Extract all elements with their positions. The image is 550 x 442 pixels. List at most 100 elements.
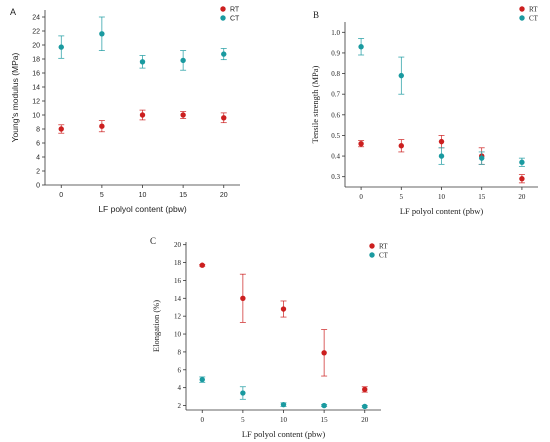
y-tick-label: 8 xyxy=(36,127,40,134)
data-point xyxy=(139,112,146,118)
legend-label: CT xyxy=(529,15,539,23)
data-point xyxy=(240,390,246,396)
y-tick-label: 0 xyxy=(36,183,40,190)
y-tick-label: 0.6 xyxy=(331,111,340,119)
data-point xyxy=(479,155,485,161)
y-tick-label: 6 xyxy=(36,141,40,148)
x-tick-label: 0 xyxy=(59,192,63,199)
panel-label: C xyxy=(150,236,156,246)
y-tick-label: 0.7 xyxy=(331,91,340,99)
y-tick-label: 24 xyxy=(32,15,40,22)
y-tick-label: 8 xyxy=(178,348,182,356)
y-axis-title: Tensile strength (MPa) xyxy=(310,65,320,143)
data-point xyxy=(438,153,445,159)
y-tick-label: 4 xyxy=(36,155,40,162)
data-point xyxy=(398,72,404,79)
y-tick-label: 20 xyxy=(174,241,182,249)
legend-label: RT xyxy=(379,243,388,251)
chart-panel-B: 0 5 10 15 20 0.3 0.4 0.5 0.6 0.7 0.8 0.9 1.0 LF polyo… xyxy=(310,6,539,217)
y-axis-title: Elongation (%) xyxy=(151,300,161,352)
y-tick-label: 0.4 xyxy=(331,153,340,161)
data-point xyxy=(280,306,287,312)
x-tick-label: 20 xyxy=(220,192,228,199)
x-tick-label: 20 xyxy=(361,416,369,424)
series-CT xyxy=(58,16,227,71)
y-tick-label: 6 xyxy=(178,366,182,374)
data-point xyxy=(180,57,186,64)
x-tick-label: 0 xyxy=(359,193,363,201)
panel-label: B xyxy=(313,10,319,20)
data-point xyxy=(358,140,364,147)
y-tick-label: 18 xyxy=(32,57,40,64)
y-tick-label: 14 xyxy=(32,85,40,92)
x-axis-title: LF polyol content (pbw) xyxy=(400,206,484,216)
data-point xyxy=(362,386,368,393)
x-tick-label: 15 xyxy=(321,416,329,424)
data-point xyxy=(180,112,186,118)
y-tick-label: 22 xyxy=(32,29,40,36)
x-tick-label: 5 xyxy=(400,193,404,201)
y-tick-label: 0.8 xyxy=(331,70,340,78)
y-tick-label: 0.9 xyxy=(331,49,340,57)
y-tick-label: 2 xyxy=(178,402,182,410)
data-point xyxy=(199,262,205,268)
x-tick-label: 5 xyxy=(241,416,245,424)
y-tick-label: 18 xyxy=(174,259,182,267)
y-tick-label: 4 xyxy=(178,384,182,392)
data-point xyxy=(99,31,105,37)
legend-marker xyxy=(369,243,375,249)
x-tick-label: 5 xyxy=(100,192,104,199)
series-CT xyxy=(199,376,368,410)
legend: RT CT xyxy=(220,6,240,23)
x-tick-label: 15 xyxy=(478,193,486,201)
chart-panel-C: 0 5 10 15 20 2 4 6 8 10 12 14 16 18 20 LF polyol conten… xyxy=(150,236,389,439)
data-point xyxy=(139,59,146,65)
series-RT xyxy=(199,262,368,393)
data-point xyxy=(58,126,64,132)
data-point xyxy=(438,138,445,145)
y-tick-label: 10 xyxy=(174,331,182,339)
x-tick-label: 10 xyxy=(438,193,446,201)
data-point xyxy=(321,402,327,409)
series-CT xyxy=(358,38,525,167)
data-point xyxy=(221,115,227,121)
y-tick-label: 16 xyxy=(32,71,40,78)
x-tick-label: 0 xyxy=(201,416,205,424)
legend-marker xyxy=(220,15,226,21)
y-tick-label: 1.0 xyxy=(331,29,340,37)
data-point xyxy=(398,143,404,149)
data-point xyxy=(221,51,227,57)
data-point xyxy=(99,123,105,129)
y-tick-label: 0.5 xyxy=(331,132,340,140)
x-tick-label: 10 xyxy=(280,416,288,424)
y-axis-title: Young's modulus (MPa) xyxy=(10,53,20,143)
legend-marker xyxy=(369,252,375,258)
y-tick-label: 0.3 xyxy=(331,173,340,181)
legend-label: CT xyxy=(379,252,389,260)
series-RT xyxy=(58,109,227,134)
y-tick-label: 14 xyxy=(174,295,182,303)
y-tick-label: 12 xyxy=(174,313,182,321)
legend-label: RT xyxy=(529,6,538,14)
y-tick-label: 20 xyxy=(32,43,40,50)
y-tick-label: 12 xyxy=(32,99,40,106)
x-tick-label: 15 xyxy=(179,192,187,199)
data-point xyxy=(280,401,287,408)
y-tick-label: 2 xyxy=(36,169,40,176)
data-point xyxy=(519,159,525,165)
legend-marker xyxy=(220,6,226,12)
panel-label: A xyxy=(10,7,16,17)
x-axis-title: LF polyol content (pbw) xyxy=(242,429,326,439)
y-tick-label: 16 xyxy=(174,277,182,285)
legend-marker xyxy=(519,15,525,21)
data-point xyxy=(362,403,368,410)
legend-label: RT xyxy=(230,7,240,14)
x-tick-label: 20 xyxy=(518,193,526,201)
data-point xyxy=(519,176,525,182)
data-point xyxy=(58,44,64,50)
legend-label: CT xyxy=(230,16,240,23)
data-point xyxy=(321,350,327,356)
